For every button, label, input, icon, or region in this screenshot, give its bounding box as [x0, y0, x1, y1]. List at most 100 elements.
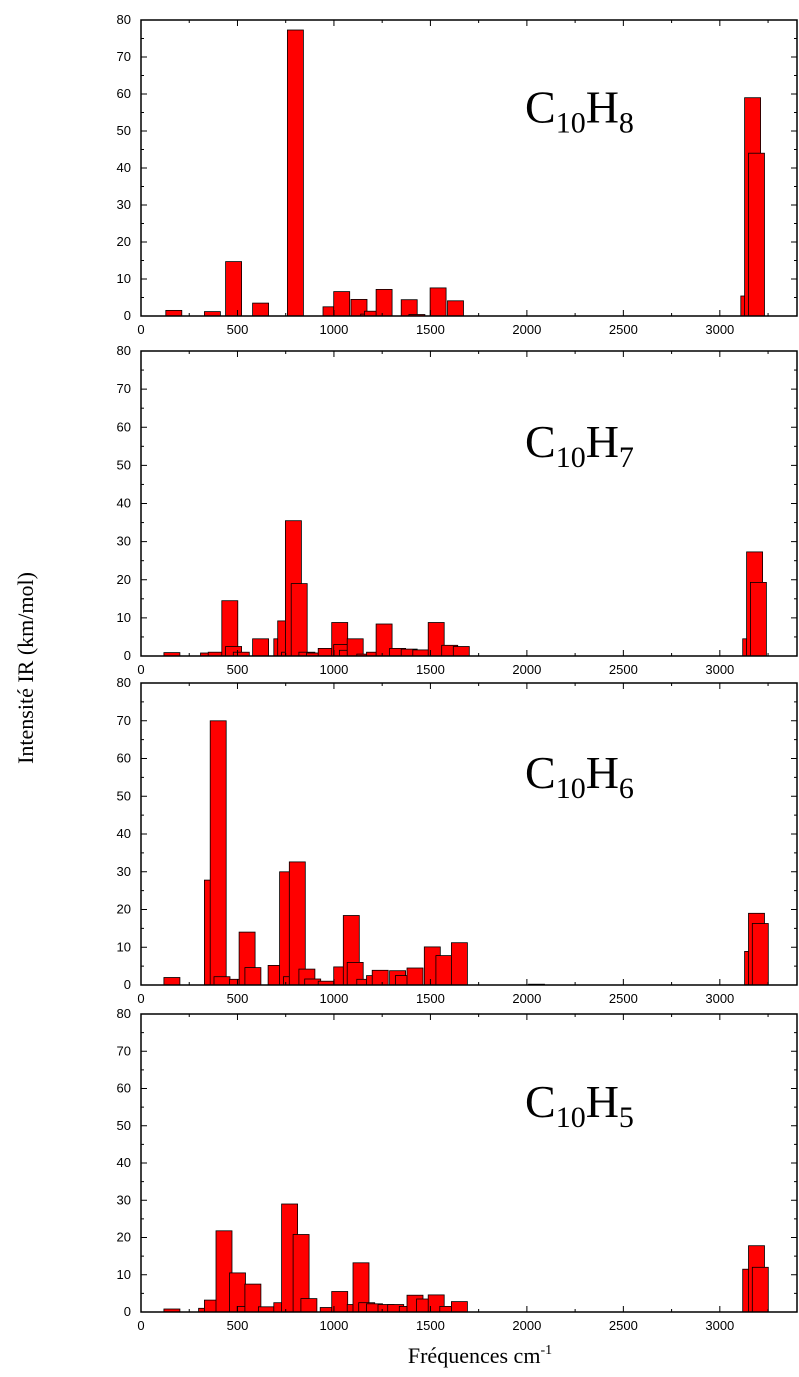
bar	[213, 976, 231, 986]
y-tick-label: 50	[117, 457, 131, 472]
bar	[346, 638, 364, 657]
x-tick-label: 3000	[705, 1318, 734, 1333]
bar	[244, 967, 262, 986]
bar	[252, 638, 270, 657]
bar	[751, 1266, 769, 1313]
y-tick-label: 10	[117, 1267, 131, 1282]
molecule-formula: C10H6	[525, 747, 634, 805]
x-tick-label: 2000	[512, 1318, 541, 1333]
y-tick-label: 70	[117, 381, 131, 396]
x-tick-label: 0	[137, 991, 144, 1006]
bar	[300, 1298, 318, 1313]
bar	[748, 152, 765, 317]
formula-mid: H	[586, 81, 619, 132]
bar	[450, 1301, 468, 1313]
y-tick-label: 40	[117, 826, 131, 841]
y-tick-label: 70	[117, 713, 131, 728]
bar	[209, 720, 227, 986]
formula-mid: H	[586, 747, 619, 798]
formula-mid: H	[586, 416, 619, 467]
formula-sub2: 6	[619, 772, 634, 805]
bar	[751, 923, 769, 986]
x-tick-label: 2000	[512, 662, 541, 677]
y-tick-label: 70	[117, 1043, 131, 1058]
formula-main: C	[525, 416, 556, 467]
y-tick-label: 20	[117, 902, 131, 917]
y-tick-label: 40	[117, 160, 131, 175]
y-tick-label: 10	[117, 610, 131, 625]
y-tick-label: 40	[117, 496, 131, 511]
x-tick-label: 2000	[512, 322, 541, 337]
formula-sub1: 10	[556, 441, 586, 474]
y-tick-label: 80	[117, 12, 131, 27]
y-tick-label: 30	[117, 534, 131, 549]
y-tick-label: 10	[117, 271, 131, 286]
spectrum-panel-1: 0 10 20 30 40 50 60 70 80 0 500 1000 1500 2000 2500 300…	[117, 12, 798, 337]
formula-main: C	[525, 81, 556, 132]
y-tick-label: 50	[117, 1118, 131, 1133]
y-tick-label: 30	[117, 864, 131, 879]
x-tick-label: 1500	[416, 1318, 445, 1333]
x-tick-label: 3000	[705, 322, 734, 337]
bar	[165, 309, 183, 317]
y-tick-label: 60	[117, 86, 131, 101]
plot-frame	[140, 1013, 798, 1313]
bar	[371, 969, 389, 986]
formula-sub2: 7	[619, 441, 634, 474]
bar	[429, 287, 447, 317]
y-tick-label: 20	[117, 234, 131, 249]
x-tick-label: 1000	[319, 662, 348, 677]
x-tick-label: 500	[227, 322, 249, 337]
bar	[225, 261, 243, 317]
bar	[333, 291, 351, 317]
bar	[400, 299, 418, 317]
y-tick-label: 40	[117, 1155, 131, 1170]
y-tick-label: 0	[124, 308, 131, 323]
formula-main: C	[525, 1076, 556, 1127]
x-tick-label: 3000	[705, 662, 734, 677]
x-tick-label: 1000	[319, 322, 348, 337]
bar	[257, 1306, 275, 1313]
molecule-formula: C10H8	[525, 81, 634, 139]
bar	[450, 942, 468, 986]
molecule-formula: C10H7	[525, 416, 634, 474]
x-axis-title-sup: -1	[540, 1343, 552, 1358]
y-axis-title: Intensité IR (km/mol)	[13, 572, 38, 764]
y-tick-label: 0	[124, 648, 131, 663]
x-tick-label: 500	[227, 1318, 249, 1333]
formula-main: C	[525, 747, 556, 798]
x-tick-label: 1500	[416, 991, 445, 1006]
bar	[163, 977, 181, 986]
x-tick-label: 3000	[705, 991, 734, 1006]
x-tick-label: 1000	[319, 1318, 348, 1333]
y-tick-label: 70	[117, 49, 131, 64]
y-tick-label: 20	[117, 572, 131, 587]
x-tick-label: 2500	[609, 1318, 638, 1333]
x-tick-label: 0	[137, 322, 144, 337]
x-tick-label: 1000	[319, 991, 348, 1006]
y-tick-label: 80	[117, 675, 131, 690]
formula-mid: H	[586, 1076, 619, 1127]
bar	[375, 288, 393, 317]
y-tick-label: 60	[117, 751, 131, 766]
bar	[750, 582, 767, 657]
x-axis-title-main: Fréquences cm	[408, 1343, 541, 1368]
formula-sub1: 10	[556, 106, 586, 139]
y-tick-label: 50	[117, 123, 131, 138]
x-tick-label: 500	[227, 662, 249, 677]
bar	[435, 955, 453, 986]
y-tick-label: 50	[117, 788, 131, 803]
x-tick-label: 2500	[609, 662, 638, 677]
x-tick-label: 1500	[416, 322, 445, 337]
y-tick-label: 60	[117, 419, 131, 434]
plot-frame	[140, 350, 798, 657]
spectrum-panel-3: 0 10 20 30 40 50 60 70 80 0 500 1000 1500 2000 2500 300…	[117, 675, 798, 1006]
y-tick-label: 80	[117, 343, 131, 358]
formula-sub1: 10	[556, 1101, 586, 1134]
bar	[290, 583, 308, 657]
y-tick-label: 0	[124, 1304, 131, 1319]
bar	[447, 300, 464, 317]
y-tick-label: 30	[117, 1192, 131, 1207]
formula-sub1: 10	[556, 772, 586, 805]
